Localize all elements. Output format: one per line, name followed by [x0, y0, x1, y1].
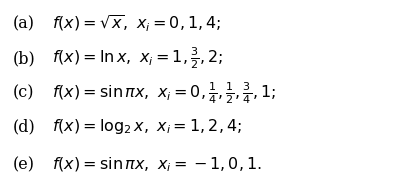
- Text: (c): (c): [13, 84, 35, 101]
- Text: (b): (b): [13, 50, 36, 67]
- Text: $f(x) = \sqrt{x},\ x_i = 0, 1, 4;$: $f(x) = \sqrt{x},\ x_i = 0, 1, 4;$: [52, 14, 222, 34]
- Text: $f(x) = \sin \pi x,\ x_i = -1, 0, 1.$: $f(x) = \sin \pi x,\ x_i = -1, 0, 1.$: [52, 156, 262, 174]
- Text: $f(x) = \ln x,\ x_i = 1, \frac{3}{2}, 2;$: $f(x) = \ln x,\ x_i = 1, \frac{3}{2}, 2;…: [52, 46, 224, 71]
- Text: $f(x) = \log_2 x,\ x_i = 1, 2, 4;$: $f(x) = \log_2 x,\ x_i = 1, 2, 4;$: [52, 117, 242, 136]
- Text: (d): (d): [13, 119, 36, 135]
- Text: $f(x) = \sin \pi x,\ x_i = 0, \frac{1}{4}, \frac{1}{2}, \frac{3}{4}, 1;$: $f(x) = \sin \pi x,\ x_i = 0, \frac{1}{4…: [52, 80, 276, 106]
- Text: (e): (e): [13, 157, 35, 174]
- Text: (a): (a): [13, 16, 35, 33]
